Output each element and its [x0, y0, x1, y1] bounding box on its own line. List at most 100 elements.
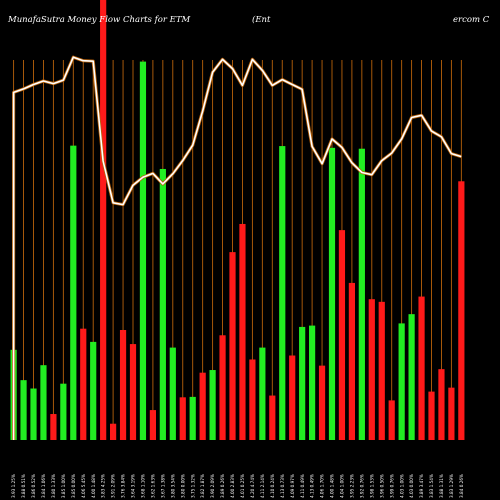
money-flow-bar [428, 391, 435, 440]
money-flow-bar [309, 325, 316, 440]
chart-title-company: (Ent [252, 14, 271, 25]
x-tick-label: 3.88 0.51% [21, 474, 26, 498]
money-flow-bar [328, 147, 336, 440]
x-tick-label: 3.75 1.32% [190, 474, 195, 498]
x-tick-label: 3.91 2.09% [111, 474, 116, 498]
x-tick-label: 4.01 0.25% [240, 474, 245, 498]
money-flow-bar [110, 423, 117, 440]
x-tick-label: 4.03 0.00% [409, 474, 414, 498]
x-tick-label: 3.98 1.53% [369, 474, 374, 498]
money-flow-bar [338, 230, 346, 440]
money-flow-bar [299, 326, 306, 440]
x-tick-labels: 3.93 1.25% 3.88 0.51% 3.86 0.52% 3.84 1.06%… [11, 474, 464, 498]
x-tick-label: 3.89 3.47% [419, 474, 424, 498]
x-tick-label: 3.67 1.38% [160, 474, 165, 498]
money-flow-bar [169, 347, 176, 440]
x-tick-label: 3.83 1.29% [449, 474, 454, 498]
money-flow-bar [149, 410, 156, 440]
x-tick-label: 3.90 2.09% [210, 474, 215, 498]
money-flow-bar [179, 397, 186, 440]
x-tick-label: 3.82 1.87% [200, 474, 205, 498]
money-flow-bar [279, 146, 286, 440]
money-flow-bar [289, 355, 296, 440]
money-flow-bar [90, 341, 97, 440]
money-flow-bar [100, 0, 107, 440]
money-flow-bar [368, 299, 375, 440]
x-tick-label: 3.93 1.25% [11, 474, 16, 498]
x-tick-label: 3.96 0.50% [379, 474, 384, 498]
money-flow-bar [20, 380, 27, 440]
x-tick-label: 3.80 3.54% [170, 474, 175, 498]
x-tick-label: 4.13 0.49% [310, 474, 315, 498]
money-flow-bar [219, 335, 226, 440]
money-flow-bar [60, 383, 67, 440]
money-flow-bar [30, 388, 37, 440]
money-flow-bar [388, 400, 395, 440]
money-flow-bar [80, 328, 87, 440]
money-flow-bar [418, 296, 425, 440]
x-tick-label: 3.83 1.54% [429, 474, 434, 498]
x-tick-label: 4.13 0.73% [280, 474, 285, 498]
x-tick-label: 4.11 0.49% [300, 474, 305, 498]
x-tick-label: 3.95 2.23% [350, 474, 355, 498]
money-flow-bars [10, 0, 465, 440]
x-tick-label: 4.00 1.48% [330, 474, 335, 498]
x-tick-label: 3.89 0.26% [220, 474, 225, 498]
x-tick-label: 4.09 0.97% [290, 474, 295, 498]
x-tick-label: 3.83 4.25% [101, 474, 106, 498]
money-flow-bar [129, 344, 137, 440]
x-tick-label: 4.03 1.00% [399, 474, 404, 498]
x-tick-label: 4.06 5.45% [81, 474, 86, 498]
x-tick-label: 3.88 1.31% [439, 474, 444, 498]
chart-title-company-cont: ercom C [453, 15, 490, 25]
money-flow-bar [448, 387, 455, 440]
x-tick-label: 3.68 1.10% [141, 474, 146, 498]
money-flow-bar [249, 359, 256, 440]
money-flow-bar [139, 61, 147, 440]
money-flow-bar [438, 369, 445, 440]
money-flow-bar [378, 301, 385, 440]
x-tick-label: 3.80 1.33% [51, 474, 56, 498]
x-tick-label: 3.85 0.00% [71, 474, 76, 498]
money-flow-bar [209, 370, 216, 440]
x-tick-label: 4.00 2.83% [230, 474, 235, 498]
money-flow-bar [269, 395, 276, 440]
money-flow-bar [458, 181, 465, 440]
money-flow-bar [229, 252, 236, 440]
money-flow-bar [358, 148, 365, 440]
x-tick-label: 4.10 0.24% [270, 474, 275, 498]
money-flow-bar [50, 414, 57, 440]
x-tick-label: 3.64 3.19% [131, 474, 136, 498]
money-flow-bar [70, 145, 77, 440]
x-tick-label: 3.84 1.06% [41, 474, 46, 498]
x-tick-label: 4.04 1.00% [340, 474, 345, 498]
money-flow-bar [199, 372, 206, 440]
price-line-path [12, 56, 462, 440]
money-flow-bar [318, 365, 326, 440]
x-tick-label: 3.80 0.00% [180, 474, 185, 498]
x-tick-label: 3.99 0.76% [389, 474, 394, 498]
x-tick-label: 3.92 0.76% [360, 474, 365, 498]
x-tick-label: 4.11 2.14% [260, 474, 265, 498]
money-flow-bar [259, 347, 266, 440]
x-tick-label: 3.62 1.63% [151, 474, 156, 498]
money-flow-bar [119, 330, 127, 440]
x-tick-label: 4.00 1.48% [91, 474, 96, 498]
money-flow-bar [40, 365, 47, 440]
chart-title: MunafaSutra Money Flow Charts for ETM [7, 15, 191, 25]
money-flow-bar [239, 223, 246, 440]
price-line [12, 55, 462, 440]
money-flow-bar [159, 168, 166, 440]
x-tick-label: 3.85 1.00% [61, 474, 66, 498]
x-tick-label: 3.76 3.84% [121, 474, 126, 498]
money-flow-bar [398, 323, 405, 440]
x-tick-label: 4.20 4.74% [250, 474, 255, 498]
x-tick-label: 3.86 0.52% [31, 474, 36, 498]
x-tick-label: 4.06 1.70% [320, 474, 325, 498]
money-flow-bar [348, 282, 355, 440]
money-flow-bar [189, 396, 196, 440]
money-flow-bar [408, 314, 415, 440]
x-tick-label: 3.84 0.26% [459, 474, 464, 498]
